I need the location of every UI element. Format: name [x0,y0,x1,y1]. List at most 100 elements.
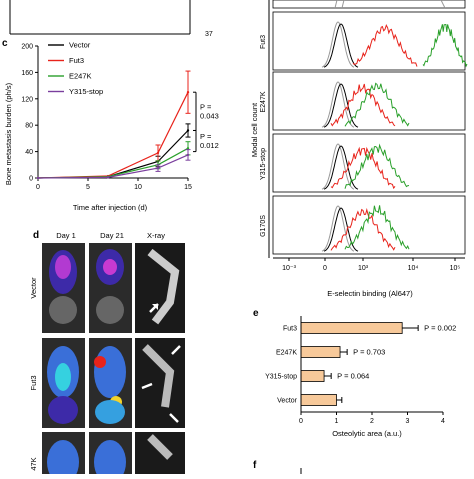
y-tick-label: 160 [21,70,33,77]
data-point [156,166,160,170]
x-tick-label: 0 [36,184,40,191]
legend-label: Fut3 [69,56,84,65]
legend-label: E247K [69,72,92,81]
flow-histograms: Modal cell count E-selectin binding (Al6… [250,0,468,298]
chart-axes: 0 1 2 3 4 [299,316,445,425]
mouse-body [96,296,124,324]
y-tick-label: 80 [25,123,33,130]
mouse-body [49,296,77,324]
p-value: 0.043 [200,111,219,120]
panel-c: c Bone metastasis burden (ph/s) Time aft… [0,36,245,216]
histogram-frame [272,133,466,193]
bar-e247k [300,346,341,358]
bioluminescence-signal [94,440,126,479]
histogram-frame-top [272,0,466,9]
x-tick-label: 3 [406,418,410,425]
histogram-frame [272,195,466,255]
histogram-unstained [323,23,359,68]
band-value: 37 [205,31,213,36]
x-tick-label: 1 [335,418,339,425]
bar-fut3 [300,322,403,334]
category-label: E247K [276,350,297,357]
x-tick-label: 10⁻³ [282,265,296,272]
row-label: Fut3 [260,35,267,49]
y-axis-label: Bone metastasis burden (ph/s) [4,82,13,185]
histogram-green [422,23,468,68]
bioluminescence-signal [47,440,79,479]
bioluminescence-signal [48,396,78,424]
histogram-unstained [323,207,359,252]
data-point [186,129,190,132]
x-tick-label: 4 [441,418,445,425]
histogram-red [330,207,396,251]
p-value: P = 0.064 [337,372,369,381]
legend-label: Vector [69,41,91,50]
bars: Fut3 P = 0.002 E247K P = 0.703 Y315-stop P = … [265,322,456,406]
chart-legend: Vector Fut3 E247K Y315-stop [48,41,103,96]
x-tick-label: 0 [323,265,327,272]
histogram-isotype [321,21,355,68]
panel-e: e Osteolytic area (a.u.) Fut3 P = 0.002 E2… [245,300,474,450]
chart-series [36,70,191,180]
bone-shadow [142,344,175,408]
panel-letter-f: f [253,460,257,471]
y-axis-label: Modal cell count [250,102,259,157]
row-label: Y315-stop [260,148,267,180]
x-tick-label: 10⁴ [408,265,419,272]
histogram-green [344,143,410,189]
x-tick-label: 10⁵ [450,265,461,272]
x-axis-label: Osteolytic area (a.u.) [332,429,402,438]
histogram-isotype [321,205,355,252]
histogram-frame [272,11,466,71]
row-label-vector: Vector [29,277,38,299]
data-point [186,147,190,150]
panel-flow: Modal cell count E-selectin binding (Al6… [245,0,474,300]
data-point [106,176,110,179]
histogram-red [330,83,396,127]
arrow-icon [171,345,181,355]
y-tick-label: 0 [29,176,33,183]
col-header-xray: X-ray [147,231,165,240]
legend-label: Y315-stop [69,87,103,96]
panel-letter-c: c [2,38,8,49]
y-tick-label: 40 [25,149,33,156]
p-label: P = [200,102,212,111]
panel-letter-e: e [253,308,259,319]
histogram-red [352,24,418,67]
flow-rows: Fut3 E247K Y315-stop G170S [260,0,468,258]
arrow-icon [169,413,179,423]
x-tick-label: 5 [86,184,90,191]
panel-d-svg: d Day 1 Day 21 X-ray Vector Fut3 [29,230,185,479]
bioluminescence-signal [103,259,117,275]
histogram-green [344,82,410,127]
data-point [186,153,190,157]
panel-f: f [245,450,474,474]
row-label: E247K [260,91,267,112]
histogram-unstained [323,83,359,128]
histogram-red [330,146,396,190]
arrow-head-icon [152,304,158,310]
bone-shadow [147,434,173,460]
y-tick-label: 200 [21,44,33,51]
chart-axes: 0 40 80 120 160 200 0 5 10 15 [21,44,192,192]
xray-image-fut3 [135,338,185,428]
histogram-isotype [321,143,355,190]
x-tick-label: 15 [184,184,192,191]
bone-shadow [147,248,180,325]
histogram-isotype [321,81,355,128]
panel-f-svg: f [253,460,302,474]
bioluminescence-signal [94,346,126,398]
p-value: 0.012 [200,141,219,150]
xray-image-e247k [135,432,185,474]
bioluminescence-signal [55,363,71,391]
col-header-day1: Day 1 [56,231,76,240]
data-point [156,151,160,155]
bar-y315-stop [300,370,325,382]
x-tick-label: 10³ [358,265,369,272]
x-tick-label: 2 [370,418,374,425]
x-tick-label: 10 [134,184,142,191]
bar-vector [300,394,337,406]
bioluminescence-signal [55,255,71,279]
histogram-top-remnant [334,0,446,9]
